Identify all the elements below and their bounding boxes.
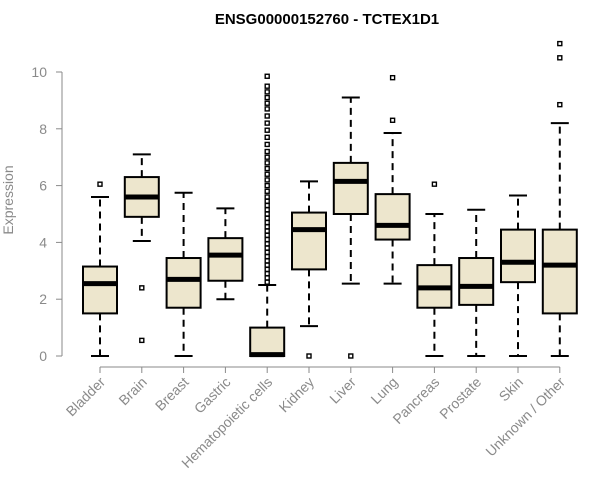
x-tick-label: Prostate — [436, 374, 484, 422]
x-tick-label: Unknown / Other — [482, 374, 568, 460]
outlier-point — [264, 171, 270, 177]
outlier-point — [264, 100, 270, 106]
outlier-point — [264, 73, 270, 79]
outlier-point — [264, 215, 270, 221]
outlier-point — [264, 127, 270, 133]
outlier-point — [264, 134, 270, 141]
y-tick-label: 2 — [39, 291, 47, 307]
box-iqr — [500, 228, 536, 284]
x-tick-label: Skin — [496, 374, 527, 405]
outlier-point — [264, 94, 270, 101]
outlier-point — [264, 258, 270, 264]
outlier-point — [306, 353, 312, 359]
outlier-point — [557, 40, 563, 47]
box-group-hematopoietic-cells — [249, 73, 286, 358]
box-group-kidney — [291, 180, 327, 359]
outlier-point — [264, 106, 270, 112]
box-iqr — [165, 257, 202, 309]
outlier-point — [264, 89, 270, 95]
box-iqr — [291, 211, 327, 271]
box-group-bladder — [82, 181, 118, 357]
x-tick-label: Lung — [367, 374, 400, 407]
box-group-breast — [165, 191, 202, 357]
outlier-point — [264, 275, 270, 281]
outlier-point — [264, 270, 270, 277]
outlier-point — [264, 182, 270, 189]
box-iqr — [207, 237, 244, 282]
box-group-lung — [374, 74, 411, 285]
outlier-point — [264, 245, 270, 251]
box-iqr — [332, 161, 369, 216]
box-group-pancreas — [416, 181, 453, 357]
outlier-point — [264, 202, 270, 209]
outlier-point — [264, 232, 270, 239]
y-tick-label: 8 — [39, 121, 47, 137]
outlier-point — [557, 55, 563, 61]
y-axis: 0 2 4 6 8 10 — [31, 64, 63, 364]
outlier-point — [264, 194, 270, 200]
boxes-group — [82, 40, 578, 359]
outlier-point — [264, 188, 270, 194]
y-axis-label: Expression — [0, 165, 16, 234]
chart-title: ENSG00000152760 - TCTEX1D1 — [215, 11, 439, 28]
outlier-point — [139, 285, 145, 291]
box-iqr — [458, 257, 495, 306]
outlier-point — [264, 113, 270, 119]
x-tick-label: Liver — [326, 374, 359, 407]
y-tick-label: 10 — [31, 64, 47, 80]
outlier-point — [264, 236, 270, 243]
y-tick-label: 6 — [39, 178, 47, 194]
box-group-liver — [332, 96, 369, 359]
outlier-point — [264, 198, 270, 204]
outlier-point — [264, 253, 270, 260]
outlier-point — [264, 207, 270, 213]
outlier-point — [264, 262, 270, 268]
x-tick-label: Breast — [152, 374, 192, 414]
y-tick-label: 0 — [39, 348, 47, 364]
outlier-point — [389, 74, 396, 81]
y-tick-label: 4 — [39, 234, 47, 250]
box-group-gastric — [207, 207, 244, 301]
outlier-point — [348, 353, 354, 359]
x-tick-label: Kidney — [276, 374, 318, 416]
outlier-point — [264, 83, 270, 89]
outlier-point — [264, 219, 270, 226]
x-tick-label: Brain — [115, 374, 149, 408]
outlier-point — [264, 165, 270, 172]
outlier-point — [264, 177, 270, 183]
box-group-skin — [500, 194, 536, 357]
box-group-unknown-other — [541, 40, 578, 357]
outlier-point — [139, 337, 145, 344]
outlier-point — [264, 154, 270, 160]
outlier-point — [264, 141, 270, 148]
outlier-point — [557, 101, 563, 108]
box-iqr — [541, 228, 578, 315]
outlier-point — [264, 120, 270, 126]
box-iqr — [82, 265, 118, 315]
outlier-point — [264, 160, 270, 166]
outlier-point — [264, 266, 270, 273]
box-group-brain — [123, 153, 160, 344]
outlier-point — [264, 228, 270, 234]
outlier-point — [264, 148, 270, 155]
outlier-point — [264, 241, 270, 247]
outlier-point — [264, 249, 270, 256]
outlier-point — [431, 181, 438, 187]
outlier-point — [97, 181, 103, 187]
outlier-point — [264, 211, 270, 217]
outlier-point — [264, 224, 270, 230]
box-iqr — [374, 193, 411, 241]
outlier-point — [389, 117, 396, 123]
box-group-prostate — [458, 208, 495, 357]
x-tick-label: Bladder — [63, 374, 109, 420]
outlier-point — [264, 279, 270, 285]
box-iqr — [249, 326, 286, 358]
